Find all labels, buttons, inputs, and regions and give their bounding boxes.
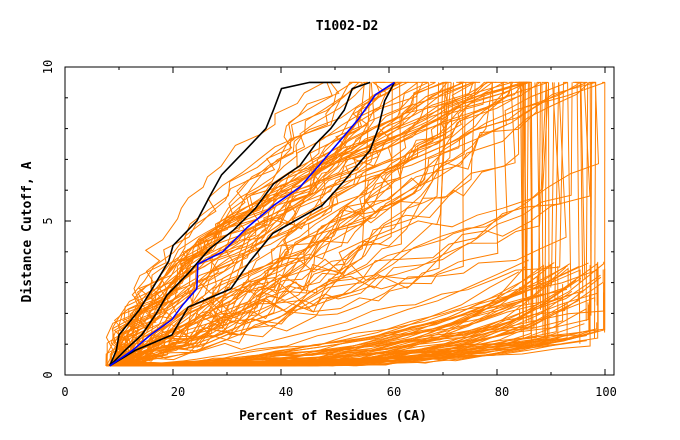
model-line bbox=[538, 82, 542, 283]
model-line bbox=[126, 81, 333, 367]
series-line-highlight-2 bbox=[109, 81, 371, 367]
model-line bbox=[123, 81, 384, 367]
y-axis-label: Distance Cutoff, A bbox=[20, 161, 35, 302]
model-line bbox=[109, 81, 464, 367]
model-line bbox=[121, 82, 440, 367]
model-line bbox=[554, 82, 560, 301]
x-tick-label-100: 100 bbox=[595, 385, 617, 399]
model-line bbox=[567, 82, 572, 289]
model-line bbox=[115, 82, 550, 367]
model-line bbox=[585, 82, 589, 313]
model-line bbox=[117, 81, 486, 366]
model-line bbox=[110, 81, 532, 367]
model-line bbox=[105, 81, 506, 366]
model-line bbox=[119, 82, 493, 367]
model-line bbox=[113, 81, 363, 367]
model-line bbox=[525, 82, 529, 323]
model-line bbox=[117, 81, 449, 366]
model-line bbox=[108, 285, 548, 367]
model-line bbox=[121, 81, 327, 367]
model-line bbox=[113, 81, 528, 366]
model-line bbox=[126, 82, 476, 367]
model-line bbox=[113, 81, 549, 366]
chart-title: T1002-D2 bbox=[316, 19, 379, 34]
axis-ticks bbox=[64, 66, 614, 376]
x-tick-label-80: 80 bbox=[495, 385, 509, 399]
y-tick-label-5: 5 bbox=[41, 217, 55, 224]
model-line bbox=[519, 82, 524, 328]
model-line bbox=[122, 82, 371, 367]
model-line bbox=[111, 82, 418, 367]
model-line bbox=[113, 81, 514, 367]
model-line bbox=[126, 82, 375, 367]
model-series-group bbox=[105, 81, 606, 367]
model-line bbox=[536, 82, 541, 310]
model-line bbox=[541, 82, 544, 335]
model-line bbox=[114, 82, 537, 367]
model-line bbox=[579, 82, 584, 294]
model-line bbox=[106, 265, 568, 367]
model-line bbox=[112, 82, 446, 367]
model-line bbox=[112, 82, 561, 367]
x-tick-label-0: 0 bbox=[61, 385, 68, 399]
series-line-highlight-3 bbox=[109, 82, 396, 367]
model-line bbox=[548, 82, 550, 285]
model-line bbox=[124, 82, 454, 367]
x-axis-label: Percent of Residues (CA) bbox=[239, 409, 427, 424]
model-line bbox=[108, 277, 582, 367]
model-line bbox=[107, 273, 539, 367]
x-tick-label-40: 40 bbox=[279, 385, 293, 399]
model-line bbox=[594, 82, 597, 339]
model-line bbox=[109, 81, 596, 366]
model-line bbox=[111, 82, 365, 367]
model-line bbox=[111, 81, 389, 367]
model-line bbox=[124, 82, 516, 367]
model-line bbox=[123, 82, 564, 367]
model-line bbox=[123, 81, 398, 367]
model-line bbox=[115, 82, 467, 367]
model-line bbox=[576, 82, 581, 344]
model-line bbox=[123, 82, 520, 367]
y-tick-label-0: 0 bbox=[41, 371, 55, 378]
model-line bbox=[111, 81, 465, 366]
model-line bbox=[113, 82, 499, 367]
model-line bbox=[120, 81, 403, 367]
model-line bbox=[106, 81, 524, 366]
y-tick-label-10: 10 bbox=[41, 60, 55, 74]
highlight-series-group bbox=[109, 81, 396, 367]
model-line bbox=[530, 82, 534, 325]
model-line bbox=[551, 82, 555, 285]
model-line bbox=[589, 82, 592, 290]
model-line bbox=[523, 82, 528, 281]
model-line bbox=[116, 82, 449, 367]
x-tick-label-20: 20 bbox=[171, 385, 185, 399]
model-line bbox=[544, 82, 547, 337]
series-line-reference bbox=[109, 81, 395, 367]
x-tick-label-60: 60 bbox=[387, 385, 401, 399]
model-line bbox=[580, 82, 586, 280]
model-line bbox=[119, 81, 531, 367]
series-line-highlight-1 bbox=[109, 81, 341, 367]
model-line bbox=[121, 82, 452, 367]
model-line bbox=[121, 82, 567, 367]
